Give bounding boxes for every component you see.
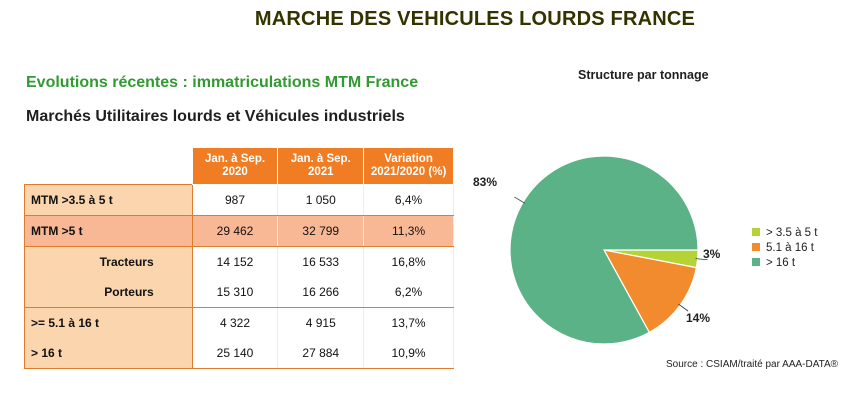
col-header-line: 2020: [222, 166, 248, 178]
legend-swatch: [752, 243, 760, 251]
table-row: > 16 t 25 140 27 884 10,9%: [24, 338, 454, 369]
cell-2020: 4 322: [191, 307, 279, 338]
col-header-line: Variation: [384, 153, 433, 165]
row-label: > 16 t: [24, 338, 193, 369]
table-row: >= 5.1 à 16 t 4 322 4 915 13,7%: [24, 307, 454, 338]
pie-leader-line: [514, 196, 526, 204]
pie-leader-line: [678, 303, 689, 312]
table-title: Marchés Utilitaires lourds et Véhicules …: [26, 108, 405, 125]
pie-value-label: 3%: [703, 247, 721, 261]
pie-value-label: 83%: [473, 175, 497, 189]
row-label: >= 5.1 à 16 t: [24, 307, 193, 338]
col-header-2020: Jan. à Sep. 2020: [191, 147, 279, 185]
cell-variation: 16,8%: [363, 246, 454, 277]
legend-swatch: [752, 258, 760, 266]
col-header-line: 2021: [307, 166, 334, 178]
row-label: Tracteurs: [24, 246, 193, 277]
cell-2020: 29 462: [191, 215, 279, 247]
col-header-line: Jan. à Sep.: [204, 153, 266, 165]
cell-variation: 10,9%: [363, 338, 454, 369]
table-row: Porteurs 15 310 16 266 6,2%: [24, 277, 454, 308]
cell-2021: 4 915: [277, 307, 365, 338]
cell-variation: 13,7%: [363, 307, 454, 338]
cell-2021: 16 533: [277, 246, 365, 277]
col-header-variation: Variation 2021/2020 (%): [363, 147, 454, 185]
legend-label: > 16 t: [766, 257, 796, 269]
table-row: MTM >5 t 29 462 32 799 11,3%: [24, 215, 454, 247]
cell-2021: 1 050: [277, 184, 365, 216]
table-row: MTM >3.5 à 5 t 987 1 050 6,4%: [24, 184, 454, 216]
page-title: MARCHE DES VEHICULES LOURDS FRANCE: [254, 8, 696, 30]
row-label: Porteurs: [24, 277, 193, 308]
cell-2021: 16 266: [277, 277, 365, 308]
source-note: Source : CSIAM/traité par AAA-DATA®: [666, 359, 839, 370]
col-header-line: Jan. à Sep.: [290, 153, 351, 165]
legend-label: 5.1 à 16 t: [766, 242, 815, 254]
registrations-table: Jan. à Sep. 2020 Jan. à Sep. 2021 Variat…: [24, 147, 454, 369]
cell-2020: 15 310: [191, 277, 279, 308]
cell-2020: 14 152: [191, 246, 279, 277]
cell-variation: 11,3%: [363, 215, 454, 247]
cell-variation: 6,2%: [363, 277, 454, 308]
table-row: Tracteurs 14 152 16 533 16,8%: [24, 246, 454, 277]
chart-title: Structure par tonnage: [578, 68, 709, 82]
table-header-blank: [24, 147, 193, 185]
section-subtitle: Evolutions récentes : immatriculations M…: [26, 74, 419, 91]
pie-value-label: 14%: [686, 311, 710, 325]
pie-leader-line: [695, 258, 708, 261]
col-header-line: 2021/2020 (%): [370, 166, 447, 178]
table-header-row: Jan. à Sep. 2020 Jan. à Sep. 2021 Variat…: [24, 147, 454, 185]
legend-label: > 3.5 à 5 t: [766, 227, 818, 239]
row-label: MTM >5 t: [24, 215, 193, 247]
row-label: MTM >3.5 à 5 t: [24, 184, 193, 216]
col-header-2021: Jan. à Sep. 2021: [277, 147, 365, 185]
cell-2020: 25 140: [191, 338, 279, 369]
legend-swatch: [752, 228, 760, 236]
cell-variation: 6,4%: [363, 184, 454, 216]
